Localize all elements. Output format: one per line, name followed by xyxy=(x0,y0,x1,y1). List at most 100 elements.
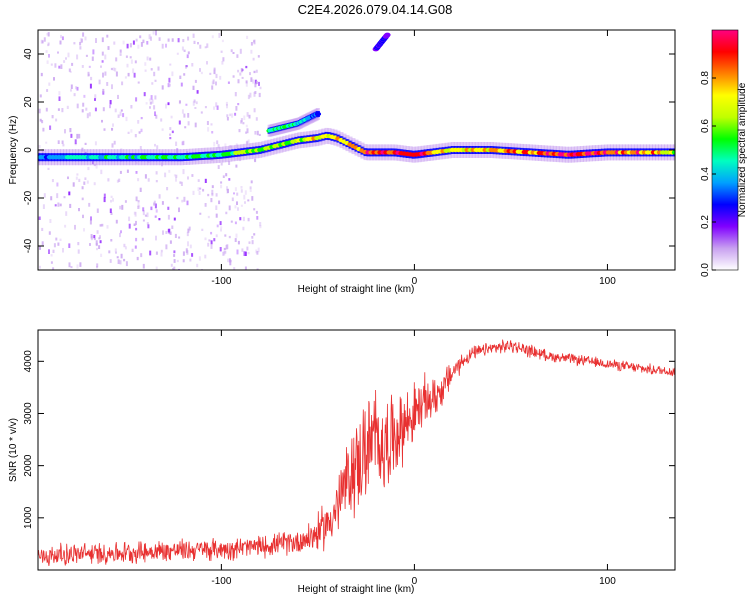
noise-speckle xyxy=(204,178,207,183)
noise-speckle xyxy=(171,225,174,229)
noise-speckle xyxy=(228,178,231,181)
noise-speckle xyxy=(127,72,130,77)
noise-speckle xyxy=(125,55,128,58)
noise-speckle xyxy=(122,113,125,118)
y-tick-label: -40 xyxy=(23,238,34,253)
noise-speckle xyxy=(222,251,225,256)
noise-speckle xyxy=(213,106,215,110)
noise-speckle xyxy=(178,236,181,239)
noise-speckle xyxy=(139,146,142,150)
noise-speckle xyxy=(120,109,123,112)
noise-speckle xyxy=(92,49,95,55)
noise-speckle xyxy=(167,102,170,106)
noise-speckle xyxy=(83,181,86,185)
noise-speckle xyxy=(213,238,216,242)
noise-speckle xyxy=(183,196,186,202)
noise-speckle xyxy=(116,179,119,183)
noise-speckle xyxy=(46,60,49,64)
noise-speckle xyxy=(223,247,226,251)
noise-speckle xyxy=(235,233,238,238)
spectrogram-ylabel: Frequency (Hz) xyxy=(8,116,19,185)
noise-speckle xyxy=(226,186,228,191)
noise-speckle xyxy=(211,35,214,39)
noise-speckle xyxy=(173,250,176,254)
noise-speckle xyxy=(186,54,189,59)
noise-speckle xyxy=(174,233,177,238)
noise-speckle xyxy=(94,98,96,101)
x-tick-label: 0 xyxy=(412,276,418,287)
noise-speckle xyxy=(258,133,261,136)
noise-speckle xyxy=(52,249,55,253)
noise-speckle xyxy=(81,197,84,201)
noise-speckle xyxy=(204,254,207,259)
noise-speckle xyxy=(142,219,145,222)
noise-speckle xyxy=(191,63,194,67)
noise-speckle xyxy=(187,176,189,180)
noise-speckle xyxy=(87,166,90,171)
spectrogram-panel: -100 0 100 -40 -20 0 20 40 Height of straight l… xyxy=(8,29,676,295)
noise-speckle xyxy=(244,201,246,204)
x-tick-label: 0 xyxy=(412,576,418,587)
noise-speckle xyxy=(210,123,213,126)
noise-speckle xyxy=(182,140,185,146)
noise-speckle xyxy=(148,98,151,102)
noise-speckle xyxy=(68,243,71,248)
noise-speckle xyxy=(231,197,234,202)
noise-speckle xyxy=(112,123,114,127)
noise-speckle xyxy=(94,94,97,99)
y-tick-label: 20 xyxy=(23,96,34,108)
noise-speckle xyxy=(76,133,79,139)
noise-speckle xyxy=(45,50,48,53)
noise-speckle xyxy=(252,79,255,84)
noise-speckle xyxy=(101,37,104,43)
noise-speckle xyxy=(199,44,202,49)
noise-speckle xyxy=(74,143,77,146)
noise-speckle xyxy=(242,226,245,231)
noise-speckle xyxy=(50,63,53,66)
noise-speckle xyxy=(187,228,190,233)
noise-speckle xyxy=(157,66,160,71)
noise-speckle xyxy=(41,40,44,44)
noise-speckle xyxy=(224,234,227,237)
noise-speckle xyxy=(42,204,45,209)
noise-speckle xyxy=(43,37,46,42)
snr-ticks: -100 0 100 1000 2000 3000 4000 xyxy=(23,330,675,587)
colorbar-tick-label: 0.8 xyxy=(700,71,711,85)
y-tick-label: -20 xyxy=(23,190,34,205)
x-tick-label: 100 xyxy=(599,276,616,287)
noise-speckle xyxy=(161,43,164,49)
noise-speckle xyxy=(132,40,135,45)
noise-speckle xyxy=(88,202,91,207)
noise-speckle xyxy=(73,42,76,45)
noise-speckle xyxy=(201,228,204,231)
noise-speckle xyxy=(106,34,109,38)
noise-speckle xyxy=(207,193,210,197)
noise-speckle xyxy=(152,31,155,35)
noise-speckle xyxy=(242,122,245,125)
noise-speckle xyxy=(173,259,176,263)
noise-speckle xyxy=(212,79,215,84)
noise-speckle xyxy=(89,243,91,246)
noise-speckle xyxy=(247,251,250,255)
noise-speckle xyxy=(109,208,112,213)
noise-speckle xyxy=(140,42,143,47)
noise-speckle xyxy=(68,191,71,196)
noise-speckle xyxy=(84,142,87,145)
noise-speckle xyxy=(222,57,225,62)
noise-speckle xyxy=(150,206,153,211)
noise-speckle xyxy=(76,173,79,176)
noise-speckle xyxy=(90,76,93,81)
noise-speckle xyxy=(240,186,243,189)
noise-speckle xyxy=(135,196,138,202)
noise-speckle xyxy=(96,208,99,213)
noise-speckle xyxy=(215,205,218,210)
noise-speckle xyxy=(257,247,260,253)
noise-speckle xyxy=(98,245,101,249)
noise-speckle xyxy=(242,216,245,222)
noise-speckle xyxy=(79,41,82,46)
noise-speckle xyxy=(167,214,170,220)
noise-speckle xyxy=(255,69,258,73)
noise-speckle xyxy=(137,200,140,203)
noise-speckle xyxy=(110,199,112,203)
noise-speckle xyxy=(63,196,66,199)
